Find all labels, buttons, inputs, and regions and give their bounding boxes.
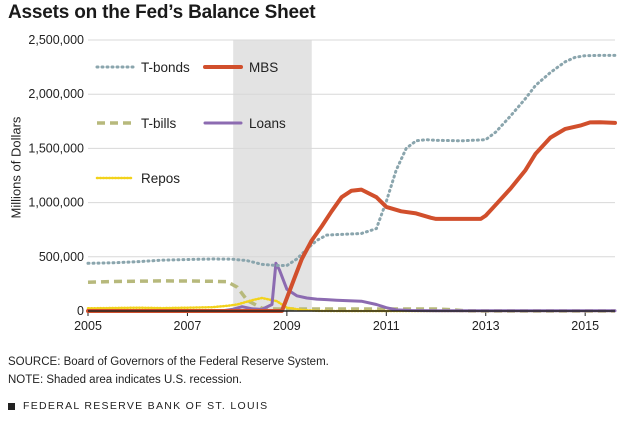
series-line-t-bills (87, 279, 615, 313)
x-tick-label: 2013 (472, 319, 500, 333)
series-line-t-bonds (86, 53, 617, 267)
footer-label: FEDERAL RESERVE BANK OF ST. LOUIS (23, 400, 269, 412)
shading-note: NOTE: Shaded area indicates U.S. recessi… (8, 374, 242, 386)
y-tick-label: 1,500,000 (28, 141, 84, 155)
y-tick-label: 0 (77, 304, 84, 318)
y-tick-label: 1,000,000 (28, 196, 84, 210)
legend-label-loans: Loans (249, 116, 286, 131)
x-tick-label: 2007 (174, 319, 202, 333)
legend-label-mbs: MBS (249, 60, 278, 75)
x-tick-label: 2011 (373, 319, 400, 333)
series-line-mbs (86, 120, 617, 313)
line-chart: 0 500,000 1,000,000 1,500,000 2,000,000 2,500… (28, 33, 617, 333)
series-line-loans (86, 261, 617, 313)
y-tick-label: 500,000 (39, 250, 84, 264)
legend-label-repos: Repos (141, 171, 180, 186)
x-tick-label: 2009 (273, 319, 301, 333)
chart-title: Assets on the Fed’s Balance Sheet (8, 2, 316, 23)
x-tick-label: 2015 (571, 319, 599, 333)
y-tick-label: 2,000,000 (28, 87, 84, 101)
y-tick-label: 2,500,000 (28, 33, 84, 47)
source-note: SOURCE: Board of Governors of the Federa… (8, 356, 329, 368)
footer-square-icon (8, 402, 15, 410)
recession-shading (233, 40, 312, 311)
footer: FEDERAL RESERVE BANK OF ST. LOUIS (8, 400, 268, 412)
legend-label-t-bonds: T-bonds (141, 60, 190, 75)
legend-label-t-bills: T-bills (141, 116, 177, 131)
x-tick-label: 2005 (74, 319, 102, 333)
